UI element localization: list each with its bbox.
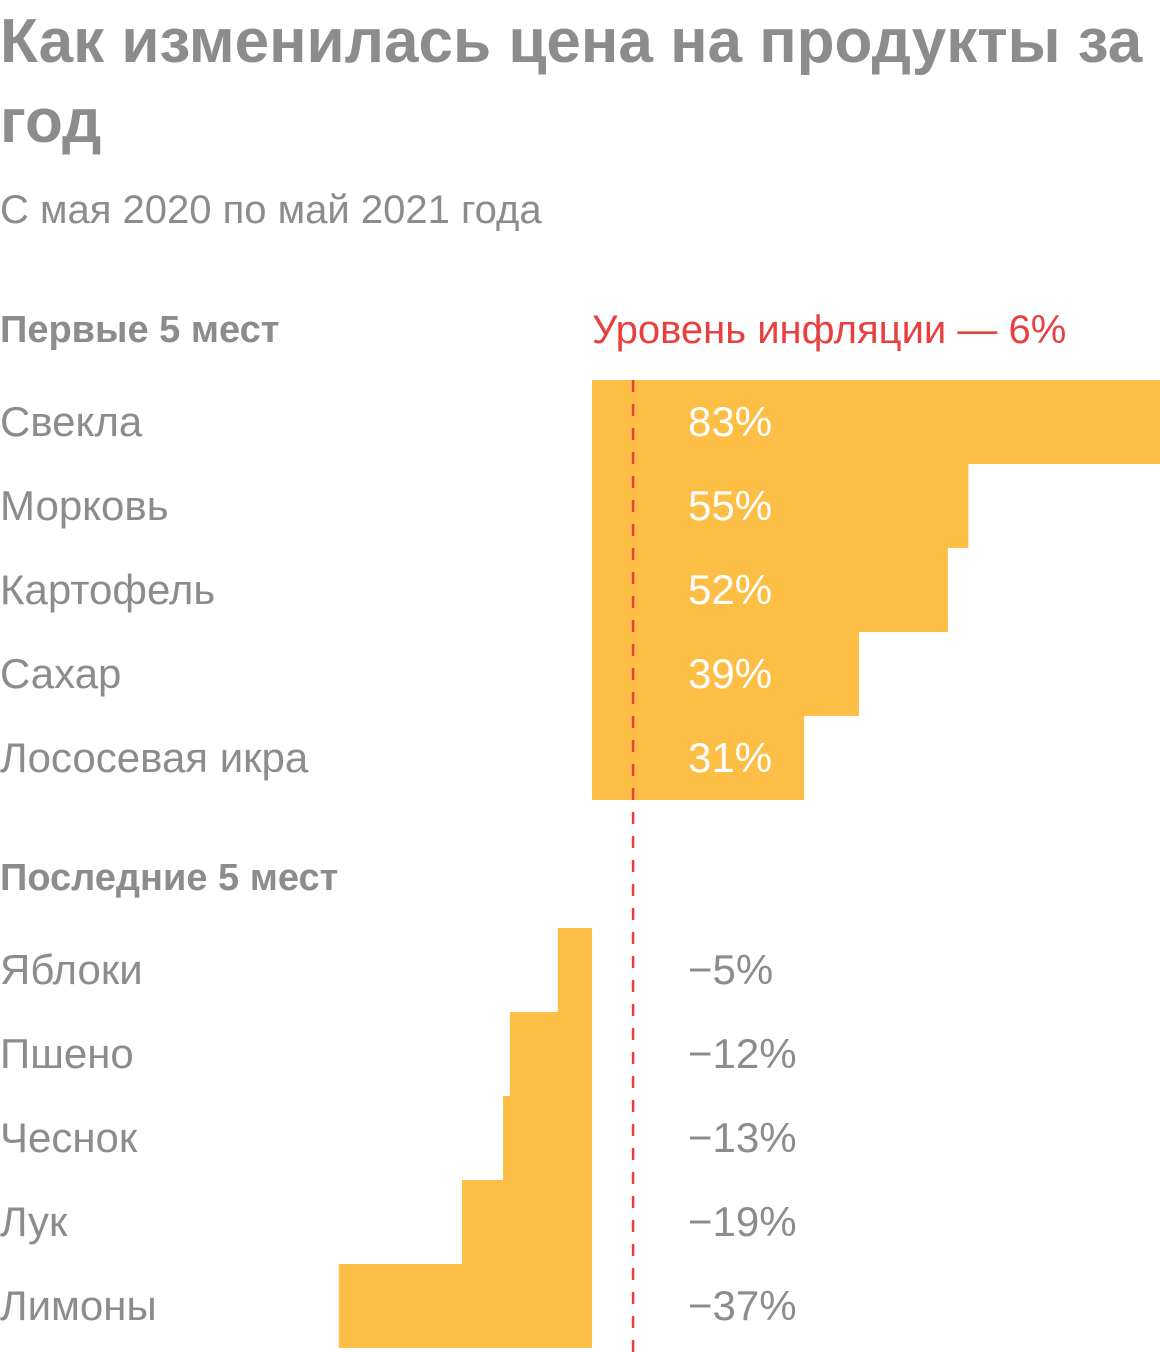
value-label-carrot: 55%	[688, 482, 773, 529]
chart-title: Как изменилась цена на продукты за год	[0, 7, 1143, 156]
chart-subtitle: С мая 2020 по май 2021 года	[0, 188, 542, 232]
bar-sugar	[592, 632, 859, 716]
bar-beet	[592, 380, 1160, 464]
bar-garlic	[503, 1096, 592, 1180]
bar-apples	[557, 928, 592, 1012]
value-label-apples: −5%	[688, 946, 774, 993]
bar-millet	[509, 1012, 592, 1096]
inflation-label: Уровень инфляции — 6%	[592, 308, 1067, 352]
value-label-garlic: −13%	[688, 1114, 797, 1161]
bar-lemons	[338, 1264, 592, 1348]
category-label-lemons: Лимоны	[0, 1282, 157, 1329]
value-label-sugar: 39%	[688, 650, 773, 697]
category-label-onion: Лук	[0, 1198, 68, 1245]
category-label-salmon-caviar: Лососевая икра	[0, 734, 309, 781]
value-label-millet: −12%	[688, 1030, 797, 1077]
category-label-beet: Свекла	[0, 398, 143, 445]
value-label-potato: 52%	[688, 566, 773, 613]
category-label-carrot: Морковь	[0, 482, 169, 529]
category-label-millet: Пшено	[0, 1030, 134, 1077]
category-label-potato: Картофель	[0, 566, 216, 613]
bar-carrot	[592, 464, 969, 548]
category-label-sugar: Сахар	[0, 650, 122, 697]
bar-salmon-caviar	[592, 716, 805, 800]
section-heading-bottom: Последние 5 мест	[0, 857, 339, 899]
category-label-garlic: Чеснок	[0, 1114, 138, 1161]
category-label-apples: Яблоки	[0, 946, 143, 993]
bar-onion	[461, 1180, 592, 1264]
value-label-onion: −19%	[688, 1198, 797, 1245]
value-label-beet: 83%	[688, 398, 773, 445]
value-label-salmon-caviar: 31%	[688, 734, 773, 781]
bar-potato	[592, 548, 948, 632]
value-label-lemons: −37%	[688, 1282, 797, 1329]
section-heading-top: Первые 5 мест	[0, 309, 280, 351]
